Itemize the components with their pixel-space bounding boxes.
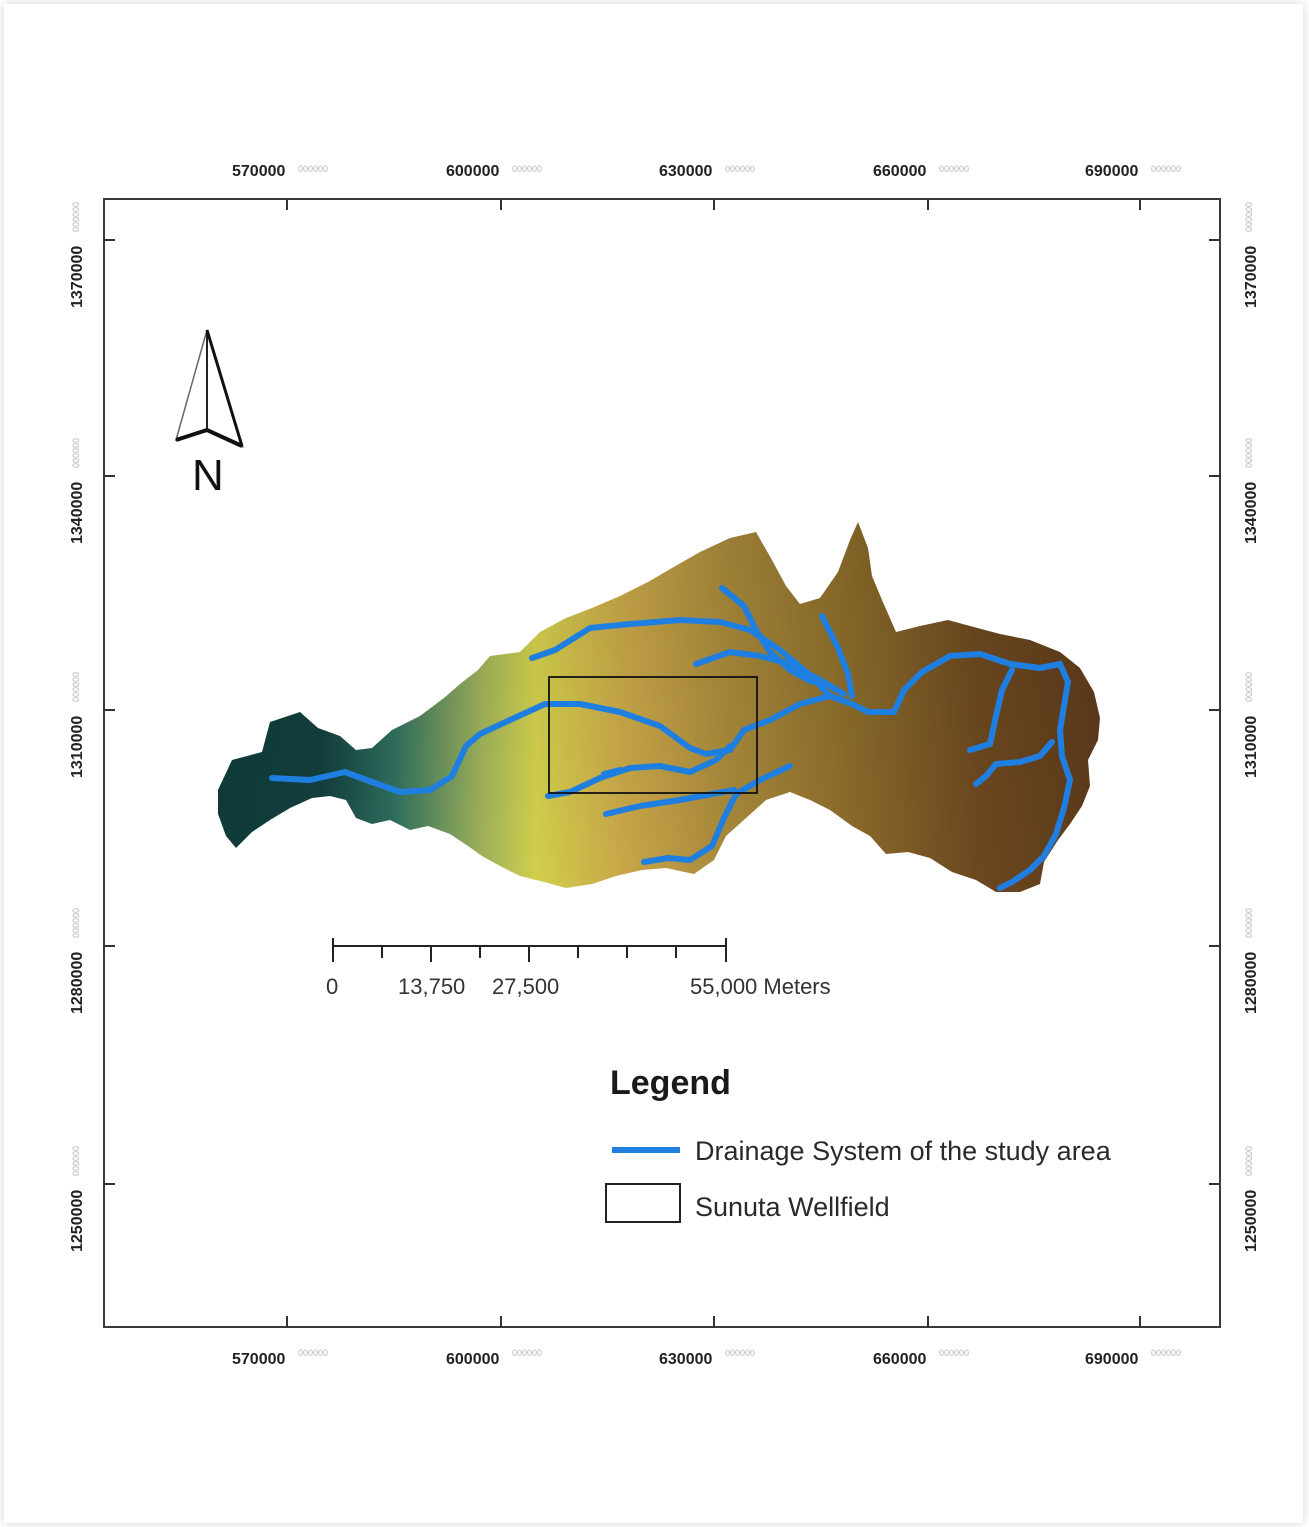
y-tick-suffix: 000000 bbox=[1244, 672, 1254, 702]
x-axis-bottom: 570000 000000 600000 000000 630000 00000… bbox=[232, 1316, 1181, 1368]
x-tick-label: 600000 bbox=[446, 163, 499, 180]
x-tick-suffix: 000000 bbox=[939, 1348, 969, 1358]
x-tick-suffix: 000000 bbox=[939, 164, 969, 174]
x-tick-label: 660000 bbox=[873, 1351, 926, 1368]
river-wellfield-branch bbox=[545, 743, 733, 799]
river-east-trunk bbox=[997, 661, 1073, 891]
map-frame bbox=[103, 198, 1221, 1328]
y-tick-suffix: 000000 bbox=[71, 908, 81, 938]
x-tick-label: 570000 bbox=[232, 163, 285, 180]
y-tick-suffix: 000000 bbox=[71, 672, 81, 702]
y-tick-label: 1280000 bbox=[1243, 952, 1260, 1014]
drainage-network bbox=[269, 585, 1073, 891]
y-tick-suffix: 000000 bbox=[71, 438, 81, 468]
y-tick-label: 1340000 bbox=[1243, 482, 1260, 544]
river-east-loop bbox=[967, 667, 1015, 753]
x-tick-label: 690000 bbox=[1085, 1351, 1138, 1368]
x-tick-suffix: 000000 bbox=[512, 164, 542, 174]
x-axis-top: 570000 000000 600000 000000 630000 00000… bbox=[232, 163, 1181, 210]
y-tick-label: 1370000 bbox=[1243, 246, 1260, 308]
river-east-tributary bbox=[693, 649, 847, 697]
x-tick-suffix: 000000 bbox=[725, 164, 755, 174]
y-axis-left: 1370000 000000 1340000 000000 1310000 00… bbox=[69, 202, 115, 1252]
wellfield-box bbox=[548, 676, 758, 794]
river-wellfield-tributary bbox=[601, 767, 623, 777]
y-tick-suffix: 000000 bbox=[71, 1146, 81, 1176]
y-tick-label: 1250000 bbox=[69, 1190, 86, 1252]
x-tick-label: 570000 bbox=[232, 1351, 285, 1368]
x-tick-label: 630000 bbox=[659, 163, 712, 180]
y-tick-suffix: 000000 bbox=[1244, 438, 1254, 468]
legend-title: Legend bbox=[610, 1064, 731, 1102]
y-axis-right: 1370000 000000 1340000 000000 1310000 00… bbox=[1209, 202, 1260, 1252]
legend-drainage-label: Drainage System of the study area bbox=[695, 1136, 1112, 1166]
scale-label: 27,500 bbox=[492, 974, 559, 999]
river-north-tributary bbox=[719, 585, 815, 685]
catchment-shade bbox=[218, 522, 1100, 892]
scale-label: 13,750 bbox=[398, 974, 465, 999]
x-tick-label: 660000 bbox=[873, 163, 926, 180]
catchment-area bbox=[218, 522, 1100, 892]
legend-wellfield-label: Sunuta Wellfield bbox=[695, 1192, 890, 1222]
x-tick-suffix: 000000 bbox=[298, 164, 328, 174]
x-tick-label: 690000 bbox=[1085, 163, 1138, 180]
north-arrow-icon: N bbox=[174, 329, 244, 500]
y-tick-label: 1310000 bbox=[69, 716, 86, 778]
river-southeast-branch bbox=[641, 763, 793, 865]
x-tick-label: 600000 bbox=[446, 1351, 499, 1368]
x-tick-suffix: 000000 bbox=[1151, 164, 1181, 174]
river-main bbox=[269, 651, 1063, 795]
scale-bar: 0 13,750 27,500 55,000 Meters bbox=[326, 938, 831, 999]
y-tick-label: 1370000 bbox=[69, 246, 86, 308]
scale-label: 0 bbox=[326, 974, 338, 999]
y-tick-label: 1250000 bbox=[1243, 1190, 1260, 1252]
x-tick-suffix: 000000 bbox=[512, 1348, 542, 1358]
scale-label: 55,000 Meters bbox=[690, 974, 831, 999]
y-tick-suffix: 000000 bbox=[1244, 908, 1254, 938]
x-tick-suffix: 000000 bbox=[1151, 1348, 1181, 1358]
legend: Legend Drainage System of the study area… bbox=[605, 1064, 1112, 1223]
river-northeast-tributary bbox=[819, 613, 855, 699]
x-tick-suffix: 000000 bbox=[298, 1348, 328, 1358]
x-tick-suffix: 000000 bbox=[725, 1348, 755, 1358]
river-east-loop-2 bbox=[973, 739, 1055, 787]
north-label: N bbox=[192, 451, 224, 500]
y-tick-suffix: 000000 bbox=[71, 202, 81, 232]
river-north-branch bbox=[529, 617, 833, 699]
x-tick-label: 630000 bbox=[659, 1351, 712, 1368]
y-tick-suffix: 000000 bbox=[1244, 1146, 1254, 1176]
y-tick-label: 1280000 bbox=[69, 952, 86, 1014]
y-tick-label: 1340000 bbox=[69, 482, 86, 544]
y-tick-label: 1310000 bbox=[1243, 716, 1260, 778]
y-tick-suffix: 000000 bbox=[1244, 202, 1254, 232]
legend-wellfield-symbol bbox=[605, 1183, 681, 1223]
